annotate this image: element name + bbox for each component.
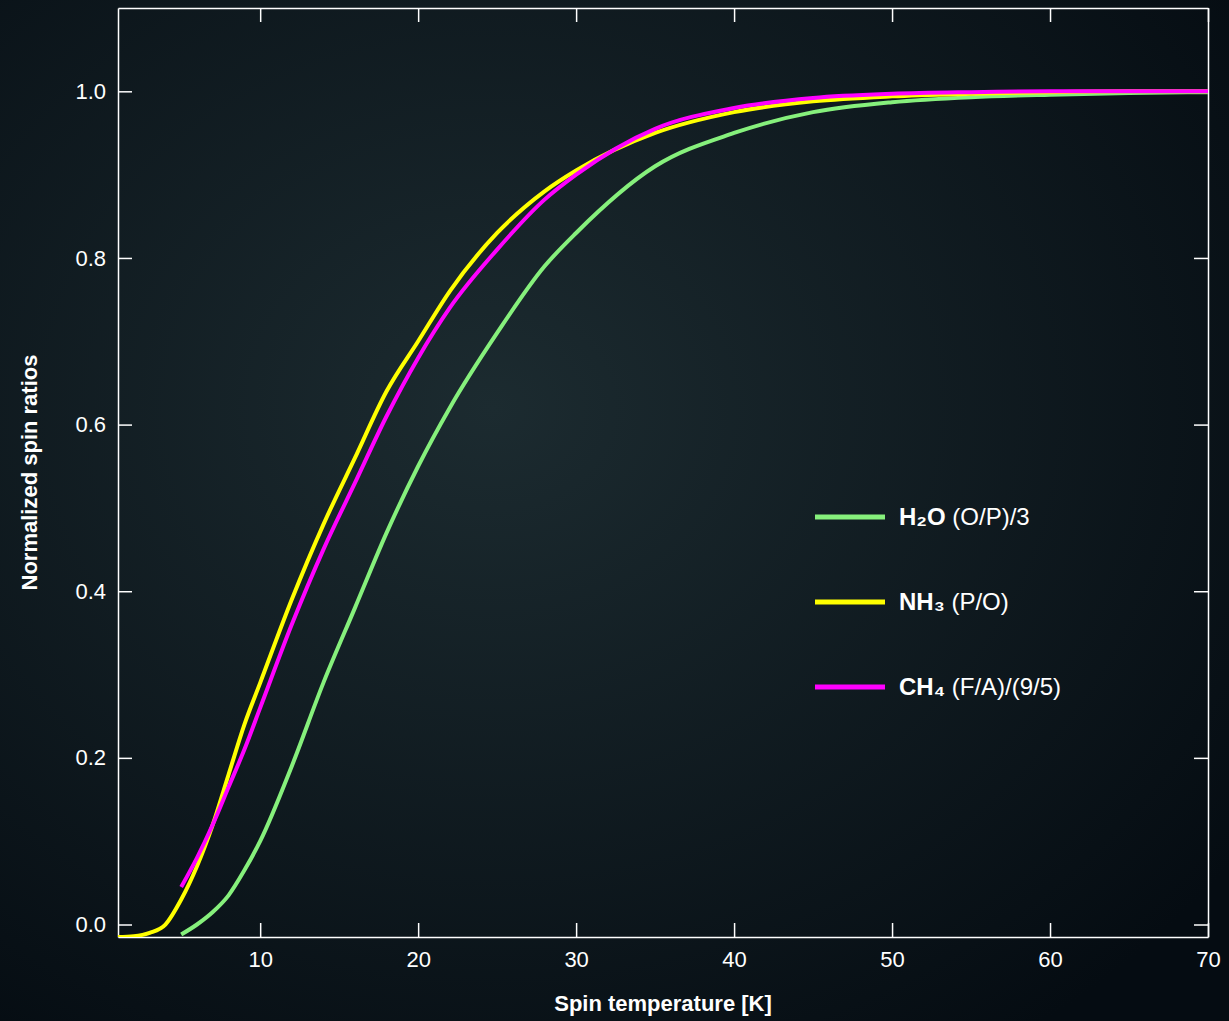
y-axis-title: Normalized spin ratios <box>17 355 42 591</box>
legend-swatch <box>815 600 885 605</box>
x-tick <box>1050 923 1052 937</box>
x-tick-label: 30 <box>564 947 588 972</box>
tick: 30 <box>564 923 588 972</box>
tick: 0.0 <box>75 912 132 937</box>
tick <box>576 8 577 22</box>
tick <box>1194 758 1208 759</box>
axis-line <box>119 8 1209 10</box>
x-tick-label: 70 <box>1196 947 1220 972</box>
x-axis-title: Spin temperature [K] <box>554 991 772 1016</box>
legend-label: NH₃ (P/O) <box>899 588 1009 615</box>
x-tick <box>260 8 262 22</box>
y-tick <box>1194 758 1208 760</box>
y-tick-label: 0.8 <box>75 245 106 270</box>
x-tick <box>734 8 736 22</box>
tick: 20 <box>406 923 430 972</box>
legend-label: H₂O (O/P)/3 <box>899 503 1030 530</box>
x-tick <box>260 923 262 937</box>
x-tick <box>734 923 736 937</box>
tick: 0.2 <box>75 745 132 770</box>
axis-line <box>1208 9 1210 938</box>
tick: 60 <box>1038 923 1062 972</box>
axis-line <box>118 9 120 938</box>
tick: 50 <box>880 923 904 972</box>
y-tick <box>118 424 132 426</box>
background <box>0 0 1229 1021</box>
legend-label: CH₄ (F/A)/(9/5) <box>899 673 1061 700</box>
tick <box>1050 8 1051 22</box>
series-line <box>181 92 1208 934</box>
x-tick <box>892 923 894 937</box>
legend-swatch <box>815 685 885 690</box>
x-tick-label: 50 <box>880 947 904 972</box>
y-tick <box>1194 424 1208 426</box>
tick <box>260 8 261 22</box>
y-tick-label: 1.0 <box>75 79 106 104</box>
tick <box>892 8 893 22</box>
y-tick <box>118 758 132 760</box>
tick <box>1194 591 1208 592</box>
x-tick-label: 60 <box>1038 947 1062 972</box>
y-tick <box>118 924 132 926</box>
axis-line <box>119 937 1209 939</box>
x-tick <box>418 8 420 22</box>
tick <box>1194 258 1208 259</box>
x-tick-label: 20 <box>406 947 430 972</box>
y-tick <box>118 591 132 593</box>
y-tick <box>118 258 132 260</box>
tick <box>1194 425 1208 426</box>
x-tick <box>418 923 420 937</box>
tick: 0.8 <box>75 245 132 270</box>
y-tick <box>1194 258 1208 260</box>
tick: 10 <box>248 923 272 972</box>
tick <box>418 8 419 22</box>
legend-swatch <box>815 515 885 520</box>
legend: H₂O (O/P)/3 NH₃ (P/O) CH₄ (F/A)/(9/5) <box>815 503 1061 700</box>
tick: 1.0 <box>75 79 132 104</box>
y-tick <box>1194 924 1208 926</box>
tick: 40 <box>722 923 746 972</box>
tick: 0.6 <box>75 412 132 437</box>
x-tick-label: 10 <box>248 947 272 972</box>
series-line <box>118 91 1208 937</box>
tick: 0.4 <box>75 579 132 604</box>
axis <box>119 8 1209 22</box>
x-tick <box>892 8 894 22</box>
x-tick-label: 40 <box>722 947 746 972</box>
plot: 10 20 30 40 50 60 70 0.0 0.2 0.4 0.6 0.8 1.0 <box>75 8 1220 972</box>
series-line <box>181 91 1208 887</box>
chart: 10 20 30 40 50 60 70 0.0 0.2 0.4 0.6 0.8 1.0 Spin tem… <box>0 0 1229 1021</box>
axis <box>1194 9 1209 938</box>
x-tick <box>576 8 578 22</box>
axis: 10 20 30 40 50 60 70 <box>119 923 1221 972</box>
x-tick <box>576 923 578 937</box>
x-tick <box>1050 8 1052 22</box>
y-tick-label: 0.2 <box>75 745 106 770</box>
y-tick-label: 0.6 <box>75 412 106 437</box>
y-tick-label: 0.4 <box>75 579 106 604</box>
axis: 0.0 0.2 0.4 0.6 0.8 1.0 <box>75 9 132 938</box>
y-tick <box>1194 591 1208 593</box>
lines <box>118 91 1208 937</box>
tick <box>734 8 735 22</box>
y-tick-label: 0.0 <box>75 912 106 937</box>
y-tick <box>118 91 132 93</box>
tick <box>1194 925 1208 926</box>
